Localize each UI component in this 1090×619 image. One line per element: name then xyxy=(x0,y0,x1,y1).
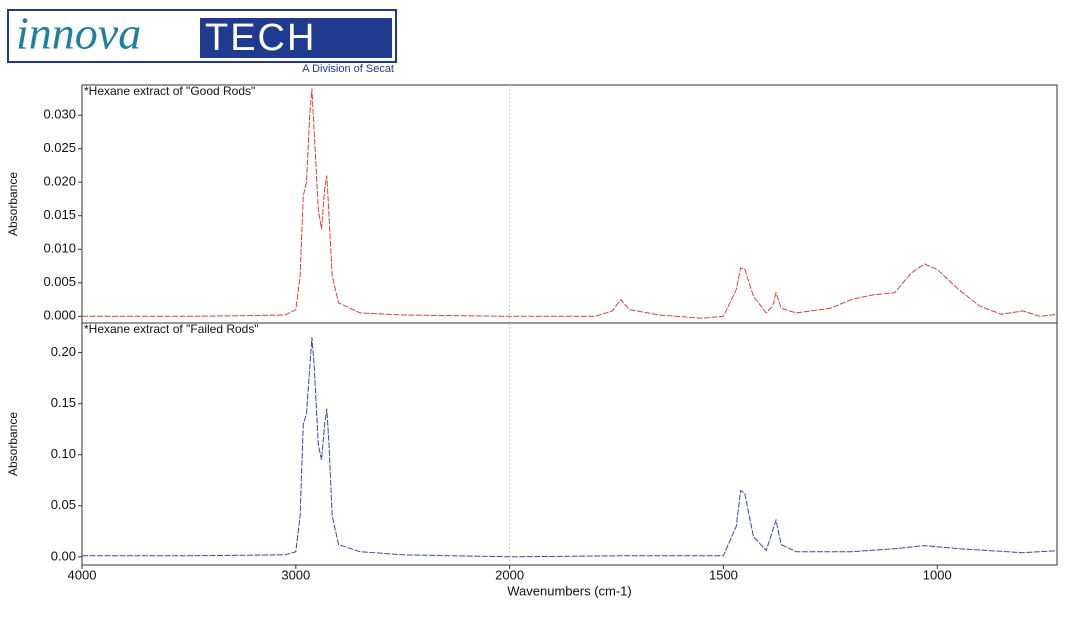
y-tick-label: 0.020 xyxy=(43,174,76,189)
y-tick-label: 0.20 xyxy=(51,344,76,359)
plot-frame xyxy=(81,322,1058,566)
y-tick-label: 0.010 xyxy=(43,241,76,256)
y-tick-label: 0.000 xyxy=(43,308,76,323)
x-tick-label: 4000 xyxy=(68,567,97,582)
x-tick-label: 2000 xyxy=(495,567,524,582)
x-tick-label: 1000 xyxy=(923,567,952,582)
plot-frame xyxy=(81,84,1058,324)
y-tick-label: 0.025 xyxy=(43,140,76,155)
x-tick-label: 1500 xyxy=(709,567,738,582)
x-tick-label: 3000 xyxy=(281,567,310,582)
logo-tagline: A Division of Secat xyxy=(302,63,394,75)
panel-title: *Hexane extract of "Failed Rods" xyxy=(84,322,259,336)
x-axis-label: Wavenumbers (cm-1) xyxy=(507,583,631,598)
y-axis-label: Absorbance xyxy=(6,172,20,236)
y-tick-label: 0.05 xyxy=(51,497,76,512)
y-tick-label: 0.005 xyxy=(43,274,76,289)
y-tick-label: 0.10 xyxy=(51,446,76,461)
spectrum-line xyxy=(82,337,1058,558)
y-tick-label: 0.015 xyxy=(43,207,76,222)
y-tick-label: 0.030 xyxy=(43,107,76,122)
logo-band xyxy=(200,18,392,58)
spectrum-line xyxy=(82,88,1058,319)
logo-block: TECH xyxy=(205,17,316,59)
y-tick-label: 0.00 xyxy=(51,548,76,563)
panel-title: *Hexane extract of "Good Rods" xyxy=(84,84,255,98)
y-tick-label: 0.15 xyxy=(51,395,76,410)
logo-script: innova xyxy=(16,8,141,59)
y-axis-label: Absorbance xyxy=(6,412,20,476)
